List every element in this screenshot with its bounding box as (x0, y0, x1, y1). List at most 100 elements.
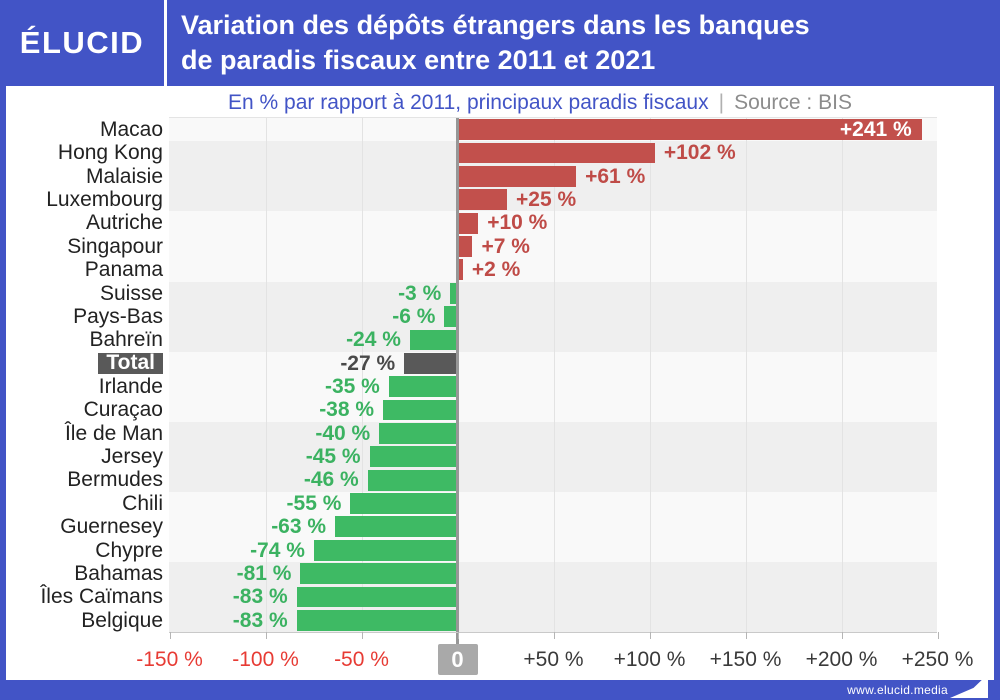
row-band (169, 398, 937, 423)
chart-subtitle: En % par rapport à 2011, principaux para… (6, 88, 994, 118)
row-band (169, 468, 937, 493)
x-axis-tick (841, 632, 843, 639)
category-label: Pays-Bas (73, 304, 163, 328)
category-label: Bermudes (67, 468, 163, 492)
bar-negative (444, 306, 456, 327)
category-label: Singapour (67, 234, 163, 258)
category-label: Île de Man (64, 421, 163, 445)
category-label: Chypre (95, 538, 163, 562)
x-axis-tick-label: +50 % (523, 648, 584, 671)
bar-negative (296, 609, 456, 631)
row-band (169, 281, 937, 306)
plot-top-border (169, 117, 937, 118)
row-band (169, 421, 937, 446)
chart-title: Variation des dépôts étrangers dans les … (181, 8, 810, 78)
bar-negative (367, 469, 456, 491)
bar-negative (335, 516, 456, 538)
value-label: +241 % (839, 118, 912, 141)
right-border (994, 86, 1000, 680)
value-label: +61 % (585, 164, 646, 188)
value-label: -38 % (319, 398, 375, 422)
left-border (0, 86, 6, 680)
x-axis-tick (457, 632, 459, 639)
bar-total (404, 352, 456, 374)
bar-negative (350, 493, 456, 514)
category-label: Bahreïn (89, 328, 163, 352)
x-axis-tick (361, 632, 363, 639)
row-band (169, 188, 937, 212)
x-axis-tick-label: +150 % (709, 648, 782, 671)
x-axis-tick-label: +200 % (805, 648, 878, 671)
value-label: +102 % (663, 141, 736, 165)
row-band (169, 211, 937, 236)
value-label: +7 % (481, 234, 530, 258)
chart-title-line2: de paradis fiscaux entre 2011 et 2021 (181, 45, 656, 75)
x-axis-tick-label: -50 % (334, 648, 389, 671)
value-label: -24 % (346, 328, 401, 352)
elucid-logo: ÉLUCID (19, 25, 145, 60)
category-label: Curaçao (83, 398, 163, 422)
bar-negative (388, 376, 456, 398)
bar-positive (459, 259, 463, 281)
value-label: -63 % (271, 515, 327, 539)
x-axis-tick-label: -150 % (136, 648, 203, 671)
category-label-total: Total (98, 352, 163, 374)
x-axis-tick (745, 632, 747, 639)
value-label: -83 % (232, 585, 288, 609)
bar-negative (300, 563, 456, 584)
value-label: -27 % (340, 351, 396, 375)
category-label: Jersey (101, 445, 163, 469)
category-label: Suisse (99, 281, 163, 305)
row-band (169, 258, 937, 283)
category-label: Guernesey (60, 515, 163, 539)
value-label: -3 % (398, 281, 442, 305)
bar-negative (409, 329, 456, 351)
bar-negative (296, 586, 456, 608)
category-label: Malaisie (85, 164, 163, 188)
value-label: -40 % (315, 421, 371, 445)
gridline (265, 118, 267, 632)
gridline (745, 118, 747, 632)
row-band (169, 375, 937, 399)
row-band (169, 234, 937, 259)
category-label: Panama (84, 258, 163, 282)
x-axis-tick-label: +100 % (613, 648, 686, 671)
gridline (361, 118, 363, 632)
x-axis-tick (553, 632, 555, 639)
logo-separator (164, 0, 167, 86)
value-label: -74 % (250, 538, 305, 562)
value-label: -81 % (236, 561, 292, 585)
value-label: -83 % (232, 608, 288, 632)
x-axis-tick (169, 632, 171, 639)
header: ÉLUCID Variation des dépôts étrangers da… (0, 0, 1000, 86)
subtitle-source: Source : BIS (734, 91, 852, 114)
zero-tick-box: 0 (437, 644, 478, 675)
subtitle-text: En % par rapport à 2011, principaux para… (228, 91, 709, 114)
value-label: -46 % (303, 468, 359, 492)
category-label: Hong Kong (57, 141, 163, 165)
value-label: +10 % (487, 211, 548, 235)
zero-axis-line (456, 118, 459, 644)
x-axis-tick (937, 632, 939, 639)
category-label: Bahamas (74, 561, 163, 585)
x-axis-tick-label: +250 % (901, 648, 974, 671)
category-label: Irlande (98, 375, 163, 398)
footer: www.elucid.media (0, 674, 1000, 700)
value-label: +25 % (516, 188, 577, 212)
bar-negative (383, 399, 456, 421)
bar-negative (379, 423, 456, 444)
row-band (169, 304, 937, 329)
footer-url: www.elucid.media (847, 683, 948, 697)
x-axis-tick (265, 632, 267, 639)
bar-positive (459, 166, 577, 187)
category-label: Chili (122, 491, 163, 515)
chart-title-line1: Variation des dépôts étrangers dans les … (181, 10, 810, 40)
bar-positive (459, 142, 655, 164)
row-band (169, 351, 937, 376)
bar-negative (369, 446, 456, 468)
value-label: -55 % (286, 491, 342, 515)
bar-negative (313, 539, 456, 561)
gridline (649, 118, 651, 632)
x-axis-tick (649, 632, 651, 639)
